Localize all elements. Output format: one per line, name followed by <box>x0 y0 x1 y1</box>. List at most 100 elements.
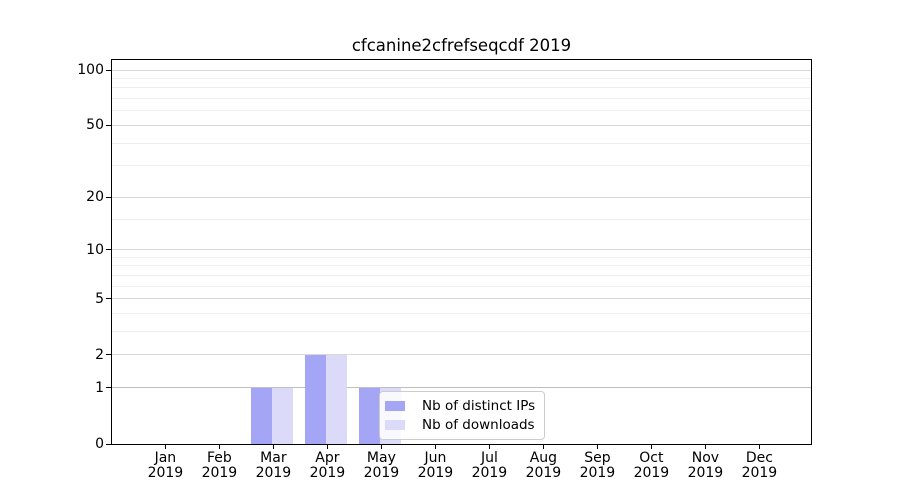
y-gridline-major-10 <box>112 249 811 251</box>
x-tick-label-mar: Mar 2019 <box>241 451 305 481</box>
y-tick-label-50: 50 <box>86 117 104 134</box>
x-tick-jul <box>488 444 490 449</box>
y-tick-label-10: 10 <box>86 241 104 258</box>
x-tick-month: Feb <box>206 450 232 466</box>
x-tick-label-jan: Jan 2019 <box>133 451 197 481</box>
tick-layer <box>106 60 811 449</box>
x-tick-label-nov: Nov 2019 <box>673 451 737 481</box>
x-tick-label-dec: Dec 2019 <box>727 451 791 481</box>
plot-area: Nb of distinct IPs Nb of downloads <box>106 59 812 449</box>
y-gridline-major-20 <box>112 196 811 198</box>
x-tick-year: 2019 <box>579 465 616 481</box>
x-tick-label-aug: Aug 2019 <box>511 451 575 481</box>
x-tick-month: Aug <box>529 450 558 466</box>
bar-downloads-mar <box>271 387 293 444</box>
x-tick-year: 2019 <box>741 465 778 481</box>
x-tick-month: Jun <box>424 450 447 466</box>
x-tick-month: Apr <box>315 450 340 466</box>
x-tick-jun <box>434 444 436 449</box>
y-tick-5 <box>106 298 111 300</box>
x-tick-label-sep: Sep 2019 <box>565 451 629 481</box>
y-gridline-major-50 <box>112 124 811 126</box>
y-tick-label-20: 20 <box>86 189 104 206</box>
x-tick-label-feb: Feb 2019 <box>187 451 251 481</box>
x-tick-label-jul: Jul 2019 <box>457 451 521 481</box>
x-tick-apr <box>326 444 328 449</box>
x-tick-dec <box>758 444 760 449</box>
x-tick-oct <box>650 444 652 449</box>
x-tick-month: Jan <box>154 450 177 466</box>
x-tick-year: 2019 <box>687 465 724 481</box>
legend-label-distinct-ips: Nb of distinct IPs <box>422 398 536 414</box>
y-tick-label-5: 5 <box>95 290 104 307</box>
y-gridline-minor-80 <box>112 87 811 89</box>
x-tick-sep <box>596 444 598 449</box>
x-tick-year: 2019 <box>363 465 400 481</box>
y-tick-0 <box>106 443 111 445</box>
y-gridline-minor-30 <box>112 165 811 167</box>
y-gridline-minor-90 <box>112 77 811 79</box>
x-tick-feb <box>218 444 220 449</box>
x-tick-year: 2019 <box>633 465 670 481</box>
x-tick-month: Sep <box>584 450 611 466</box>
bar-distinct-ips-may <box>358 387 380 444</box>
x-tick-year: 2019 <box>147 465 184 481</box>
x-tick-year: 2019 <box>471 465 508 481</box>
x-tick-aug <box>542 444 544 449</box>
y-gridline-major-100 <box>112 69 811 71</box>
x-tick-mar <box>272 444 274 449</box>
y-tick-2 <box>106 354 111 356</box>
x-tick-year: 2019 <box>525 465 562 481</box>
y-tick-10 <box>106 249 111 251</box>
y-gridline-minor-7 <box>112 274 811 276</box>
x-tick-label-may: May 2019 <box>349 451 413 481</box>
y-gridline-major-1 <box>112 387 811 389</box>
x-tick-year: 2019 <box>201 465 238 481</box>
bar-distinct-ips-apr <box>304 354 326 444</box>
bar-distinct-ips-mar <box>250 387 272 444</box>
x-tick-month: Nov <box>691 450 720 466</box>
y-gridline-minor-3 <box>112 331 811 333</box>
y-gridline-minor-70 <box>112 98 811 100</box>
x-tick-month: Dec <box>745 450 773 466</box>
y-gridline-minor-15 <box>112 218 811 220</box>
x-tick-jan <box>164 444 166 449</box>
x-tick-label-apr: Apr 2019 <box>295 451 359 481</box>
x-tick-label-oct: Oct 2019 <box>619 451 683 481</box>
legend-swatch-distinct-ips <box>385 401 405 411</box>
bar-downloads-apr <box>325 354 347 444</box>
legend: Nb of distinct IPs Nb of downloads <box>379 391 545 440</box>
y-tick-1 <box>106 387 111 389</box>
x-tick-month: Mar <box>260 450 287 466</box>
y-gridline-minor-40 <box>112 142 811 144</box>
y-tick-label-1: 1 <box>95 379 104 396</box>
x-tick-year: 2019 <box>255 465 292 481</box>
y-gridline-major-5 <box>112 298 811 300</box>
legend-item-distinct-ips: Nb of distinct IPs <box>385 398 536 414</box>
y-tick-50 <box>106 124 111 126</box>
x-tick-year: 2019 <box>309 465 346 481</box>
legend-item-downloads: Nb of downloads <box>385 417 536 433</box>
x-tick-label-jun: Jun 2019 <box>403 451 467 481</box>
y-tick-20 <box>106 196 111 198</box>
y-tick-label-0: 0 <box>95 436 104 452</box>
chart-title: cfcanine2cfrefseqcdf 2019 <box>351 36 572 55</box>
y-gridline-minor-6 <box>112 285 811 287</box>
y-gridline-minor-8 <box>112 265 811 267</box>
y-gridline-major-2 <box>112 354 811 356</box>
x-tick-month: Jul <box>480 450 498 466</box>
legend-swatch-downloads <box>385 420 405 430</box>
grid-layer <box>112 60 811 444</box>
y-tick-100 <box>106 69 111 71</box>
y-tick-label-2: 2 <box>95 346 104 363</box>
y-gridline-minor-4 <box>112 313 811 315</box>
y-tick-label-100: 100 <box>77 62 104 78</box>
x-tick-year: 2019 <box>417 465 454 481</box>
x-tick-may <box>380 444 382 449</box>
x-tick-month: May <box>366 450 396 466</box>
legend-label-downloads: Nb of downloads <box>422 417 535 433</box>
y-gridline-minor-9 <box>112 256 811 258</box>
x-tick-nov <box>704 444 706 449</box>
x-tick-month: Oct <box>639 450 664 466</box>
